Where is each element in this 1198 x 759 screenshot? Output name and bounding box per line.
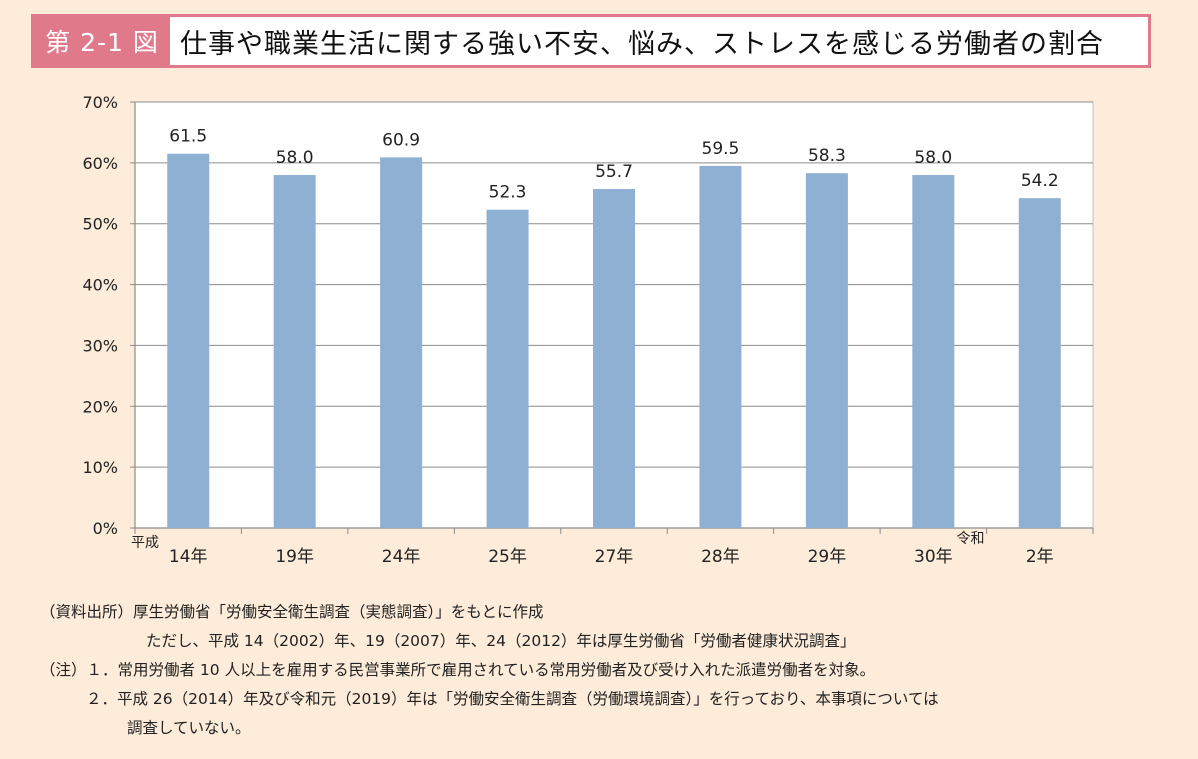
x-tick-label: 2年 [1026,547,1054,567]
x-tick-label: 28年 [701,547,740,567]
era-label-heisei: 平成 [131,535,159,551]
data-label: 54.2 [1021,171,1059,191]
bar [380,157,423,528]
bar [699,165,742,528]
y-tick-label: 0% [93,519,118,538]
y-tick-label: 30% [82,336,118,355]
x-tick-label: 30年 [914,547,953,567]
footnote-1: （注）１．常用労働者 10 人以上を雇用する民営事業所で雇用されている常用労働者… [40,661,876,679]
bar [1018,198,1061,528]
figure-title: 仕事や職業生活に関する強い不安、悩み、ストレスを感じる労働者の割合 [180,28,1104,60]
data-label: 59.5 [702,139,740,159]
notes-section: （資料出所）厚生労働省「労働安全衛生調査（実態調査）」をもとに作成 ただし、平成… [40,598,1180,743]
footnote-2: ２．平成 26（2014）年及び令和元（2019）年は「労働安全衛生調査（労働環… [86,690,939,708]
y-tick-label: 60% [82,154,118,173]
bar [167,153,210,528]
x-tick-label: 14年 [169,547,208,567]
era-label-reiwa: 令和 [957,531,985,547]
y-tick-label: 70% [82,93,118,112]
x-tick-label: 25年 [488,547,527,567]
figure-title-bar: 第 2-1 図 仕事や職業生活に関する強い不安、悩み、ストレスを感じる労働者の割… [31,14,1151,68]
data-label: 55.7 [595,162,633,182]
y-tick-label: 40% [82,276,118,295]
footnote-2-continued: 調査していない。 [127,719,251,737]
source-note-2: ただし、平成 14（2002）年、19（2007）年、24（2012）年は厚生労… [146,632,856,650]
data-label: 58.0 [276,148,314,168]
figure-label: 第 2-1 図 [34,17,170,65]
bar [486,209,529,528]
x-tick-label: 19年 [275,547,314,567]
bar [912,175,955,528]
data-label: 58.3 [808,146,846,166]
data-label: 60.9 [382,130,420,150]
y-tick-label: 20% [82,397,118,416]
data-label: 52.3 [489,183,527,203]
y-tick-label: 50% [82,215,118,234]
data-label: 61.5 [169,127,207,147]
bar [805,173,848,528]
x-tick-label: 27年 [595,547,634,567]
data-label: 58.0 [914,148,952,168]
bar [593,189,635,529]
bar [273,175,316,528]
x-tick-label: 29年 [808,547,847,567]
y-tick-label: 10% [82,458,118,477]
source-note: （資料出所）厚生労働省「労働安全衛生調査（実態調査）」をもとに作成 [40,603,544,621]
x-tick-label: 24年 [382,547,421,567]
bar-chart: 0% 10% 20% 30% 40% 50% 60% 70% 61.5 14年 58.0 19年 60.… [82,93,1094,567]
